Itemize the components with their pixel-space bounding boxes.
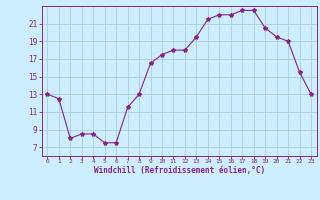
X-axis label: Windchill (Refroidissement éolien,°C): Windchill (Refroidissement éolien,°C) [94, 166, 265, 175]
